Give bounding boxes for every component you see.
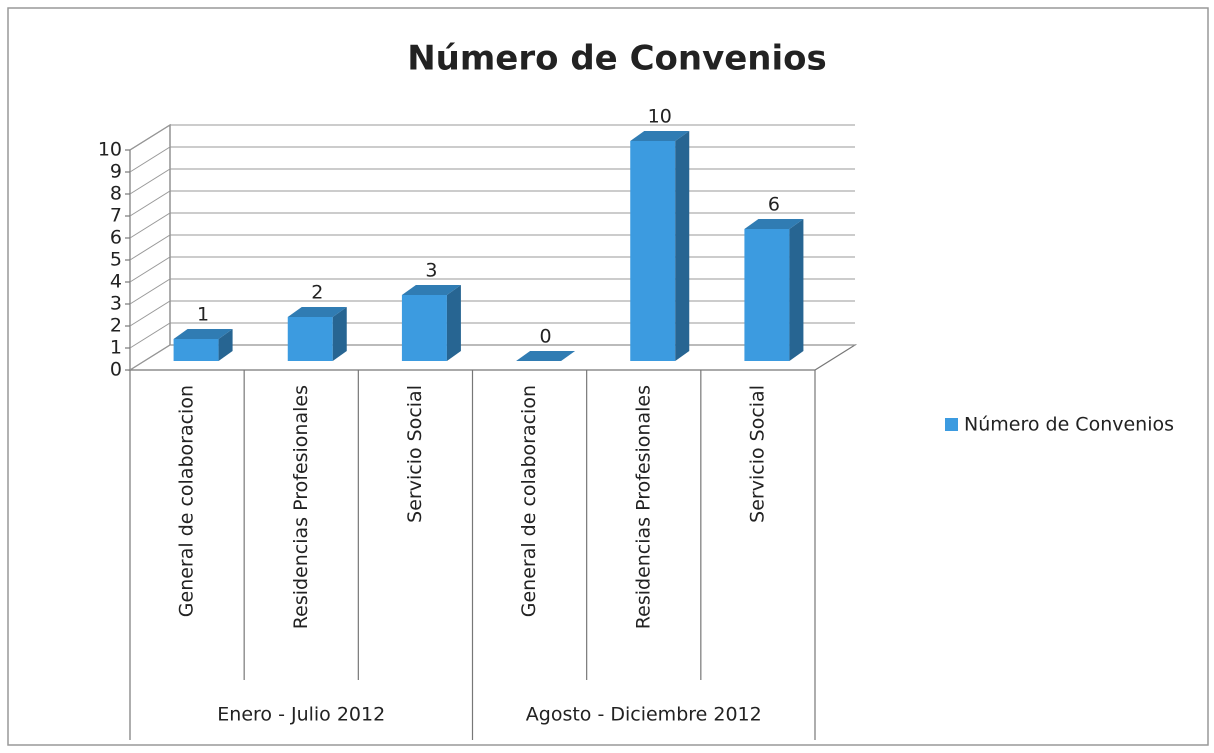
value-label: 2	[311, 282, 323, 304]
bar	[744, 219, 804, 361]
value-label: 10	[648, 106, 672, 128]
bar	[287, 307, 347, 361]
x-tick-label: General de colaboracion	[176, 385, 198, 617]
bar-side	[789, 219, 804, 361]
value-label: 0	[540, 326, 552, 348]
bar-side	[675, 131, 690, 361]
bar	[173, 329, 233, 361]
bar-front	[287, 317, 333, 361]
x-tick-label: Servicio Social	[404, 385, 426, 523]
bar-top	[516, 351, 576, 361]
bar	[630, 131, 690, 361]
bar-top	[401, 285, 461, 295]
grid-line	[129, 124, 855, 151]
x-tick-label: Residencias Profesionales	[632, 385, 654, 629]
grid-line	[129, 344, 855, 371]
bar-top	[630, 131, 690, 141]
y-tick-label: 8	[110, 183, 122, 205]
legend-swatch	[945, 418, 958, 431]
x-tick-label: General de colaboracion	[518, 385, 540, 617]
y-tick-label: 3	[110, 293, 122, 315]
value-label: 1	[197, 304, 209, 326]
y-tick-label: 1	[110, 337, 122, 359]
y-tick-label: 10	[98, 139, 122, 161]
y-tick-label: 0	[110, 359, 122, 381]
bar-front	[630, 141, 676, 361]
bar-side	[332, 307, 347, 361]
legend-label: Número de Convenios	[964, 414, 1174, 436]
grid-line	[129, 234, 855, 261]
chart-title: Número de Convenios	[407, 39, 827, 79]
value-label: 6	[768, 194, 780, 216]
y-tick-label: 2	[110, 315, 122, 337]
chart-border	[7, 7, 1209, 746]
bar	[516, 351, 576, 361]
y-tick-label: 9	[110, 161, 122, 183]
bar-front	[744, 229, 790, 361]
bar-top	[287, 307, 347, 317]
grid-line	[129, 168, 855, 195]
group-label: Enero - Julio 2012	[217, 704, 385, 726]
value-label: 3	[425, 260, 437, 282]
y-tick-label: 4	[110, 271, 122, 293]
grid-line	[129, 190, 855, 217]
grid-line	[129, 256, 855, 283]
grid-line	[129, 146, 855, 173]
bar-side	[218, 329, 233, 361]
x-tick-label: Residencias Profesionales	[290, 385, 312, 629]
grid-line	[129, 212, 855, 239]
y-tick-label: 5	[110, 249, 122, 271]
grid-line	[129, 278, 855, 305]
group-label: Agosto - Diciembre 2012	[526, 704, 762, 726]
y-tick-label: 6	[110, 227, 122, 249]
grid-line	[129, 322, 855, 349]
grid-line	[129, 300, 855, 327]
bar-front	[401, 295, 447, 361]
bar-side	[446, 285, 461, 361]
bar-top	[744, 219, 804, 229]
bar	[401, 285, 461, 361]
x-tick-label: Servicio Social	[746, 385, 768, 523]
y-tick-label: 7	[110, 205, 122, 227]
bar-top	[173, 329, 233, 339]
bar-front	[173, 339, 219, 361]
